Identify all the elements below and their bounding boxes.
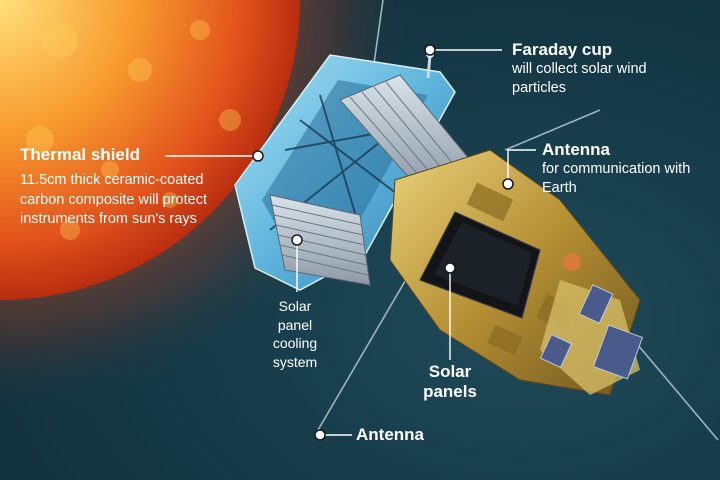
thermal-shield-title: Thermal shield — [20, 145, 140, 164]
cooling-fins — [269, 194, 371, 286]
dot-antenna-bottom — [314, 429, 326, 441]
thermal-shield-description: 11.5cm thick ceramic-coated carbon compo… — [20, 172, 207, 227]
label-solar-panels: Solar panels — [405, 362, 495, 403]
faraday-cup-title: Faraday cup — [512, 40, 613, 59]
label-antenna-top: Antenna for communication with Earth — [542, 140, 712, 198]
side-panels — [539, 284, 644, 380]
label-cooling-system: Solar panel cooling system — [272, 298, 318, 370]
label-antenna-bottom: Antenna — [356, 425, 424, 445]
dot-antenna-top — [502, 178, 514, 190]
antenna-bottom-title: Antenna — [356, 425, 424, 444]
dot-thermal-shield — [252, 150, 264, 162]
callout-dots — [252, 44, 514, 441]
label-thermal-shield: Thermal shield 11.5cm thick ceramic-coat… — [20, 145, 220, 229]
antenna-top-description: for communication with Earth — [542, 161, 691, 197]
dot-cooling-system — [291, 234, 303, 246]
sun-texture — [26, 20, 241, 240]
antenna-top-title: Antenna — [542, 140, 610, 159]
dot-solar-panels — [444, 262, 456, 274]
sun — [0, 0, 300, 300]
solar-panels-title: Solar panels — [423, 362, 477, 402]
top-radiator — [339, 74, 471, 191]
leader-lines — [165, 49, 536, 436]
dot-faraday-cup — [424, 44, 436, 56]
solar-array — [419, 211, 541, 319]
faraday-cup-description: will collect solar wind particles — [512, 61, 647, 97]
label-faraday-cup: Faraday cup will collect solar wind part… — [512, 40, 682, 98]
